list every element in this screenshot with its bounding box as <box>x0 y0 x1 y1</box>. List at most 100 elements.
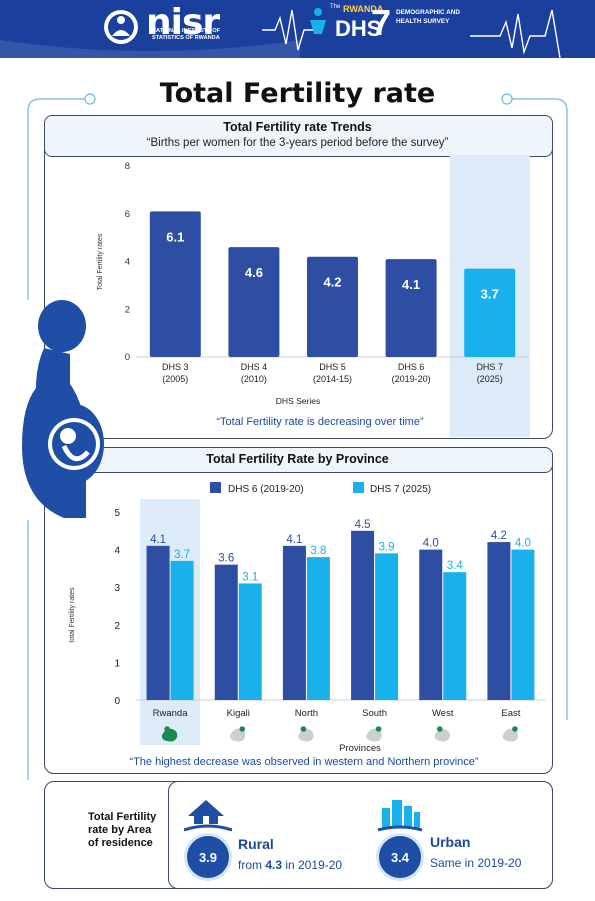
dhs-the: The <box>330 4 341 10</box>
bar-south-dhs6 <box>351 530 375 700</box>
legend-swatch-dhs7 <box>353 482 364 493</box>
bar-dhs-6 <box>385 259 437 357</box>
bar-value-label: 3.7 <box>174 549 190 561</box>
y-tick-label: 2 <box>114 621 120 632</box>
rural-value-circle: 3.9 <box>184 833 232 881</box>
x-tick-label: North <box>295 708 318 719</box>
nisr-logo: nisr <box>146 2 220 43</box>
y-tick-label: 1 <box>114 658 120 669</box>
x-tick-year: (2010) <box>241 374 267 384</box>
province-chart: DHS 6 (2019-20) DHS 7 (2025) 0 1 2 3 4 5 total F… <box>69 482 545 768</box>
bar-rwanda-dhs7 <box>170 560 194 700</box>
page-title: Total Fertility rate <box>159 78 436 109</box>
trends-annotation: “Total Fertility rate is decreasing over… <box>216 416 424 428</box>
x-tick-year: (2025) <box>477 374 503 384</box>
y-tick-label: 8 <box>125 161 130 172</box>
y-tick-label: 0 <box>114 696 120 707</box>
y-axis-label: total Fertility rates <box>69 587 76 643</box>
legend-label-dhs7: DHS 7 (2025) <box>370 484 431 495</box>
rural-name: Rural <box>238 836 274 852</box>
rural-note-value: 4.3 <box>265 858 283 872</box>
trends-panel-header <box>44 115 553 157</box>
province-map-marker-icon <box>239 726 246 732</box>
bar-rwanda-dhs6 <box>146 545 170 700</box>
x-tick-label: East <box>501 708 520 719</box>
x-tick-label: DHS 5 <box>319 362 346 372</box>
header-background <box>0 8 561 58</box>
x-tick-year: (2005) <box>162 374 188 384</box>
bar-east-dhs7 <box>511 549 535 700</box>
bar-north-dhs7 <box>306 557 330 700</box>
bar-value-label: 6.1 <box>166 229 184 244</box>
rural-house-icon <box>184 800 232 832</box>
bar-dhs-4 <box>228 247 280 357</box>
bar-value-label: 3.6 <box>218 553 234 565</box>
urban-note: Same in 2019-20 <box>430 856 522 870</box>
heartbeat-line-right <box>470 9 561 58</box>
y-tick-label: 5 <box>114 508 120 519</box>
x-tick-label: DHS 3 <box>162 362 189 372</box>
y-tick-label: 3 <box>114 583 120 594</box>
y-tick-label: 2 <box>125 304 130 315</box>
province-map-marker-icon <box>512 726 518 732</box>
bar-north-dhs6 <box>282 545 306 700</box>
province-title: Total Fertility Rate by Province <box>206 452 389 466</box>
y-axis-label: Total Fertility rates <box>97 233 104 290</box>
bar-value-label: 4.1 <box>286 534 302 546</box>
province-map-icon <box>502 728 519 742</box>
bar-west-dhs6 <box>419 549 443 700</box>
dhs-rwanda: RWANDA <box>343 4 384 14</box>
dhs-number: 7 <box>371 2 392 43</box>
bar-value-label: 4.0 <box>423 538 439 550</box>
bar-dhs-3 <box>149 211 201 357</box>
bar-value-label: 3.8 <box>310 545 326 557</box>
province-map-icon <box>298 728 314 742</box>
x-tick-label: South <box>362 708 387 719</box>
bar-west-dhs7 <box>443 572 467 700</box>
x-tick-year: (2019-20) <box>392 374 431 384</box>
nisr-emblem-icon <box>104 10 138 44</box>
trends-chart: 0 2 4 6 8 Total Fertility rates 6.1 DHS 3 (2005)… <box>97 155 530 437</box>
y-tick-label: 4 <box>114 546 120 557</box>
bar-kigali-dhs7 <box>238 583 262 700</box>
bar-south-dhs7 <box>375 553 399 700</box>
trends-title: Total Fertility rate Trends <box>223 120 372 134</box>
nisr-subtitle: NATIONAL INSTITUTE OF STATISTICS OF RWAN… <box>152 28 221 41</box>
province-panel-header <box>44 447 553 473</box>
province-annotation: “The highest decrease was observed in we… <box>129 756 478 768</box>
bar-kigali-dhs6 <box>214 564 238 700</box>
bar-value-label: 3.9 <box>379 541 395 553</box>
y-tick-label: 4 <box>125 257 130 268</box>
heartbeat-line-left <box>262 9 318 51</box>
x-tick-label: Rwanda <box>153 708 189 719</box>
bar-value-label: 4.5 <box>355 519 371 531</box>
header-banner: nisr NATIONAL INSTITUTE OF STATISTICS OF… <box>0 0 595 58</box>
bar-value-label: 4.6 <box>245 265 263 280</box>
province-map-marker-icon <box>375 726 382 732</box>
x-axis-label: DHS Series <box>276 396 320 406</box>
urban-name: Urban <box>430 834 471 850</box>
province-map-marker-icon <box>436 726 443 732</box>
province-map-icon <box>366 728 382 742</box>
x-axis-label: Provinces <box>339 743 381 754</box>
rural-note: from 4.3 in 2019-20 <box>238 858 342 872</box>
x-tick-label: DHS 4 <box>241 362 268 372</box>
bar-dhs-7 <box>464 268 516 357</box>
rural-value: 3.9 <box>198 849 218 865</box>
trends-subtitle: “Births per women for the 3-years period… <box>146 137 449 149</box>
legend-swatch-dhs6 <box>210 482 221 493</box>
dhs-description: DEMOGRAPHIC AND HEALTH SURVEY <box>396 9 461 25</box>
bar-value-label: 4.1 <box>402 277 420 292</box>
bar-value-label: 3.4 <box>447 560 464 572</box>
y-tick-label: 6 <box>125 209 130 220</box>
legend-label-dhs6: DHS 6 (2019-20) <box>228 484 304 495</box>
rural-note-prefix: from <box>238 858 262 872</box>
bar-value-label: 4.2 <box>491 530 507 542</box>
dhs-person-icon <box>310 8 326 34</box>
province-map-icon <box>230 728 246 742</box>
x-tick-label: Kigali <box>227 708 250 719</box>
urban-value-circle: 3.4 <box>376 833 424 881</box>
province-map-marker-icon <box>164 726 170 732</box>
y-tick-label: 0 <box>125 352 130 363</box>
